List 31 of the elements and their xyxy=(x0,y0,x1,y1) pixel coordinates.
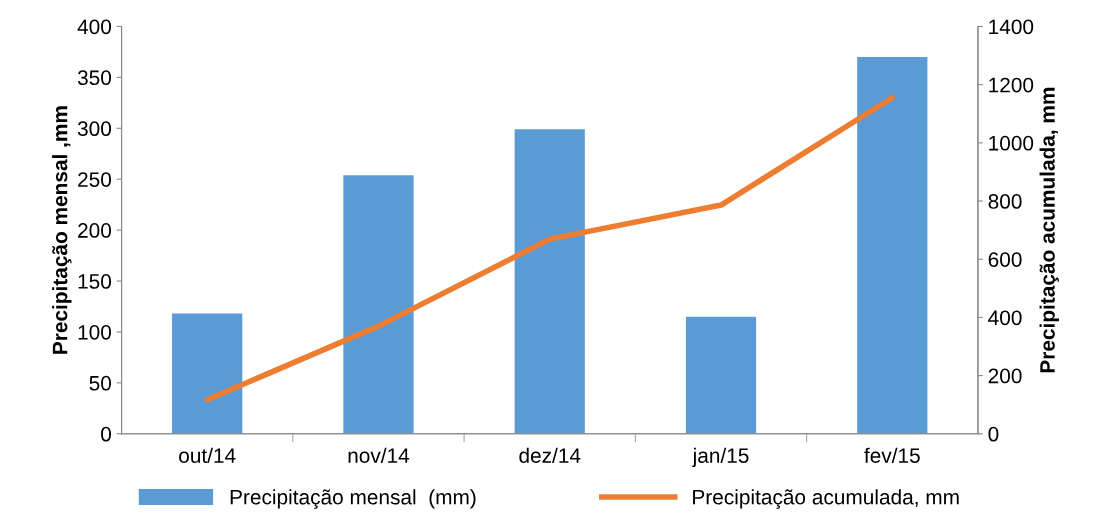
y2-tick-label: 400 xyxy=(988,310,1022,326)
legend-label: Precipitação mensal (mm) xyxy=(230,489,476,509)
y2-tick-label: 1200 xyxy=(989,77,1034,93)
y-tick-label: 200 xyxy=(78,223,112,238)
y-tick-label: 0 xyxy=(101,426,112,442)
y-axis-title: Precipitação mensal ,mm xyxy=(52,106,72,354)
bar xyxy=(857,57,928,434)
bar xyxy=(685,316,757,434)
bar xyxy=(514,129,585,434)
y-tick-label: 50 xyxy=(89,375,112,391)
y-tick-label: 100 xyxy=(78,324,112,340)
y2-tick-label: 1400 xyxy=(989,19,1034,35)
y2-tick-label: 600 xyxy=(988,252,1022,267)
y-tick-label: 150 xyxy=(78,274,112,289)
y-tick-label: 400 xyxy=(77,19,112,35)
x-tick-label: dez/14 xyxy=(519,447,581,463)
y2-tick-label: 1000 xyxy=(989,135,1034,151)
y2-tick-label: 200 xyxy=(988,368,1022,384)
y2-axis-title: Precipitação acumulada, mm xyxy=(1039,87,1059,373)
y2-tick-label: 800 xyxy=(988,194,1022,209)
x-tick-label: fev/15 xyxy=(864,447,920,463)
bar xyxy=(343,175,414,434)
x-tick-label: out/14 xyxy=(179,447,236,463)
x-tick-label: jan/15 xyxy=(692,447,749,468)
bar xyxy=(172,313,243,434)
x-tick-label: nov/14 xyxy=(348,447,410,463)
y-tick-label: 300 xyxy=(77,121,112,137)
legend-label: Precipitação acumulada, mm xyxy=(693,489,959,509)
y-tick-label: 350 xyxy=(77,70,112,86)
y2-tick-label: 0 xyxy=(988,426,999,442)
y-tick-label: 250 xyxy=(78,172,112,187)
